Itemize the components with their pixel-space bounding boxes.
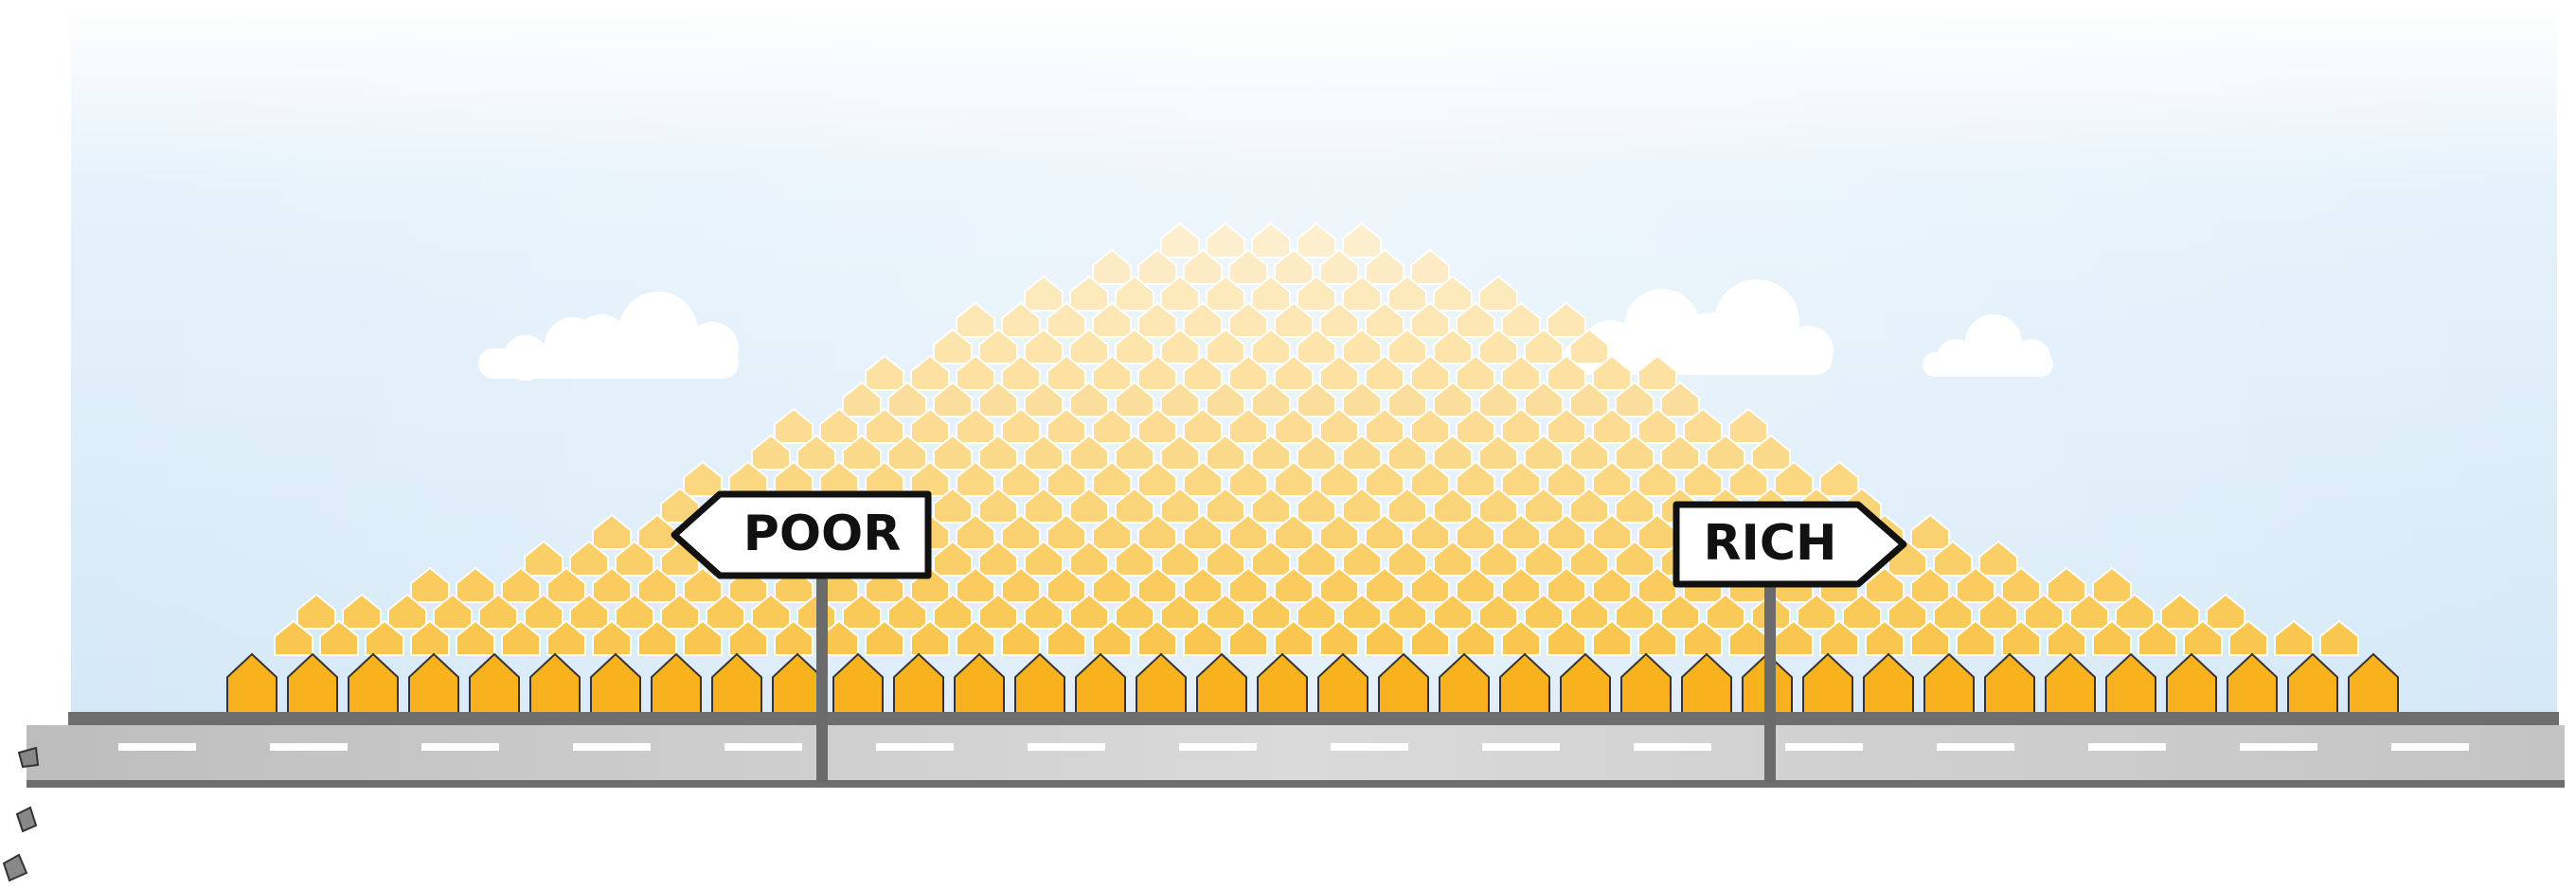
sign-label: RICH <box>1703 515 1836 572</box>
back-house <box>546 619 586 656</box>
lane-dash <box>724 743 802 751</box>
lane-dash <box>1634 743 1711 751</box>
back-house <box>2319 619 2359 656</box>
road <box>27 725 2565 780</box>
back-house <box>1228 619 1268 656</box>
sign-board <box>1673 501 1907 588</box>
sign-pole <box>816 573 828 783</box>
back-house <box>274 619 313 656</box>
road-edge <box>68 712 2559 725</box>
back-house <box>2047 619 2086 656</box>
back-house <box>1046 619 1086 656</box>
back-house <box>1001 619 1041 656</box>
sign-label: POOR <box>743 506 902 562</box>
back-house <box>683 619 723 656</box>
back-house <box>1365 619 1404 656</box>
back-house <box>1410 619 1450 656</box>
lane-dash <box>118 743 196 751</box>
lane-dash <box>876 743 954 751</box>
sign-board <box>671 490 932 579</box>
lane-dash <box>1482 743 1560 751</box>
back-house <box>1319 619 1359 656</box>
back-house <box>2092 619 2132 656</box>
lane-dash <box>1331 743 1408 751</box>
back-house <box>319 619 359 656</box>
back-house <box>956 619 995 656</box>
lane-markings <box>118 743 2469 751</box>
debris <box>2 746 40 882</box>
back-house <box>1910 619 1950 656</box>
back-house <box>2274 619 2314 656</box>
cloud <box>1923 314 2053 377</box>
back-house <box>910 619 950 656</box>
back-house <box>1956 619 1995 656</box>
back-house <box>1865 619 1905 656</box>
back-house <box>1683 619 1723 656</box>
front-houses <box>226 652 2399 716</box>
lane-dash <box>1937 743 2014 751</box>
back-house <box>1547 619 1586 656</box>
back-house <box>1183 619 1223 656</box>
back-house <box>1092 619 1132 656</box>
lane-dash <box>1028 743 1105 751</box>
back-house <box>1456 619 1495 656</box>
lane-dash <box>1785 743 1863 751</box>
back-house <box>2138 619 2177 656</box>
back-house <box>728 619 768 656</box>
lane-dash <box>270 743 348 751</box>
back-house <box>1137 619 1177 656</box>
cloud <box>478 292 739 381</box>
lane-dash <box>2240 743 2317 751</box>
back-house <box>1501 619 1541 656</box>
back-house <box>456 619 495 656</box>
back-house <box>2001 619 2041 656</box>
back-house <box>2183 619 2223 656</box>
back-house <box>774 619 814 656</box>
back-house <box>1274 619 1314 656</box>
back-house <box>1819 619 1859 656</box>
back-house <box>1637 619 1677 656</box>
back-house <box>1592 619 1632 656</box>
road-edge <box>27 780 2565 788</box>
lane-dash <box>1179 743 1257 751</box>
back-house <box>501 619 541 656</box>
lane-dash <box>2088 743 2166 751</box>
back-houses <box>274 222 2359 656</box>
sign-pole <box>1764 582 1776 783</box>
lane-dash <box>573 743 651 751</box>
lane-dash <box>2391 743 2469 751</box>
back-house <box>637 619 677 656</box>
back-house <box>1728 619 1768 656</box>
lane-dash <box>421 743 499 751</box>
cloud <box>1563 279 1834 377</box>
back-house <box>2228 619 2268 656</box>
back-house <box>410 619 450 656</box>
back-house <box>592 619 632 656</box>
back-house <box>865 619 904 656</box>
back-house <box>365 619 404 656</box>
